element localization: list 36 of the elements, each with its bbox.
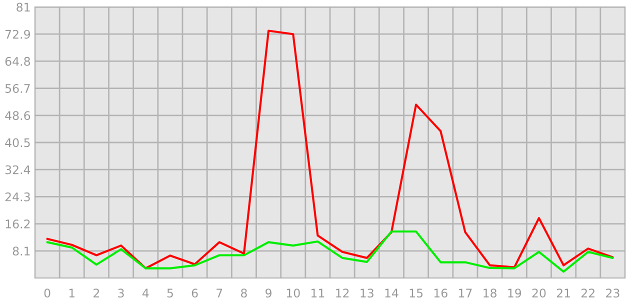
- x-tick-label: 8: [241, 288, 247, 298]
- x-tick-label: 16: [434, 288, 448, 298]
- x-tick-label: 13: [360, 288, 374, 298]
- line-series: [46, 30, 614, 270]
- x-tick-label: 0: [44, 288, 50, 298]
- x-tick-label: 22: [581, 288, 594, 298]
- x-tick-label: 17: [458, 288, 472, 298]
- y-tick-label: 72.9: [6, 30, 30, 39]
- x-tick-label: 3: [118, 288, 124, 298]
- y-tick-label: 48.6: [5, 111, 30, 120]
- x-tick-label: 20: [532, 288, 546, 298]
- x-tick-label: 23: [606, 288, 620, 298]
- x-tick-label: 6: [192, 288, 198, 298]
- x-tick-label: 15: [410, 288, 423, 298]
- line-series: [46, 230, 614, 273]
- y-tick-label: 40.5: [5, 138, 30, 148]
- x-tick-label: 5: [167, 288, 173, 298]
- x-tick-label: 19: [508, 288, 522, 298]
- x-tick-label: 18: [484, 288, 496, 298]
- x-tick-label: 12: [336, 288, 349, 298]
- x-tick-label: 10: [286, 288, 300, 298]
- x-tick-label: 1: [69, 288, 75, 298]
- x-tick-label: 7: [216, 288, 222, 298]
- y-tick-label: 16.2: [6, 220, 30, 228]
- x-tick-label: 9: [266, 288, 272, 298]
- y-tick-label: 32.4: [5, 165, 30, 174]
- x-tick-label: 2: [94, 288, 100, 298]
- y-tick-label: 64.8: [5, 56, 30, 66]
- x-tick-label: 21: [556, 288, 570, 298]
- y-tick-label: 8.1: [12, 246, 30, 256]
- x-tick-label: 14: [385, 288, 398, 298]
- x-tick-label: 11: [311, 288, 324, 298]
- y-tick-label: 56.7: [5, 84, 30, 93]
- x-tick-label: 4: [142, 288, 149, 298]
- y-tick-label: 81: [16, 2, 30, 12]
- y-tick-label: 24.3: [5, 192, 30, 202]
